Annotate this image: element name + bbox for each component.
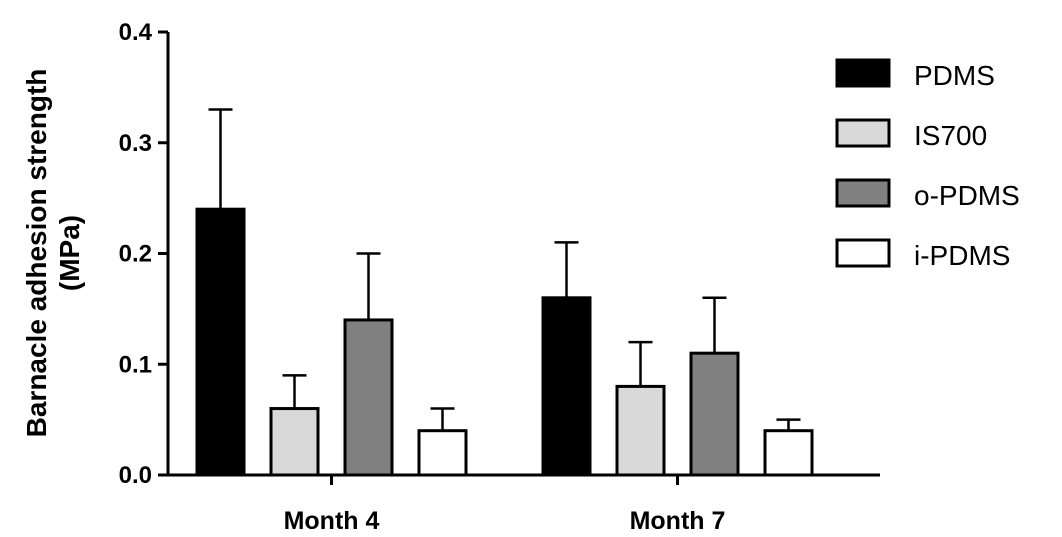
- legend: PDMS IS700 o-PDMS i-PDMS: [835, 58, 1020, 271]
- legend-label: IS700: [914, 120, 987, 151]
- x-tick-label: Month 4: [284, 507, 380, 535]
- legend-label: i-PDMS: [914, 240, 1010, 271]
- x-tick-label: Month 7: [630, 507, 726, 535]
- bar: [417, 429, 468, 477]
- y-tick-label: 0.0: [119, 462, 152, 489]
- plot-area: 0.0 0.1 0.2 0.3 0.4 Month 4 Month 7: [119, 19, 880, 535]
- legend-swatch: [835, 238, 891, 268]
- y-tick-label: 0.1: [119, 351, 152, 378]
- y-tick-label: 0.4: [119, 19, 153, 46]
- bar: [689, 351, 740, 477]
- y-axis-label-line1: Barnacle adhesion strength: [21, 69, 52, 438]
- bar: [195, 207, 246, 477]
- y-tick-label: 0.2: [119, 241, 152, 268]
- bar: [343, 318, 394, 477]
- y-tick-label: 0.3: [119, 130, 152, 157]
- bar: [269, 407, 320, 477]
- legend-swatch: [835, 118, 891, 148]
- legend-label: PDMS: [914, 60, 995, 91]
- legend-swatch: [835, 178, 891, 208]
- legend-swatch: [835, 58, 891, 88]
- bar: [541, 296, 592, 477]
- y-axis-label-line2: (MPa): [54, 215, 85, 291]
- legend-label: o-PDMS: [914, 180, 1020, 211]
- bar: [763, 429, 814, 477]
- y-axis-label: Barnacle adhesion strength (MPa): [21, 69, 85, 438]
- bar: [615, 384, 666, 477]
